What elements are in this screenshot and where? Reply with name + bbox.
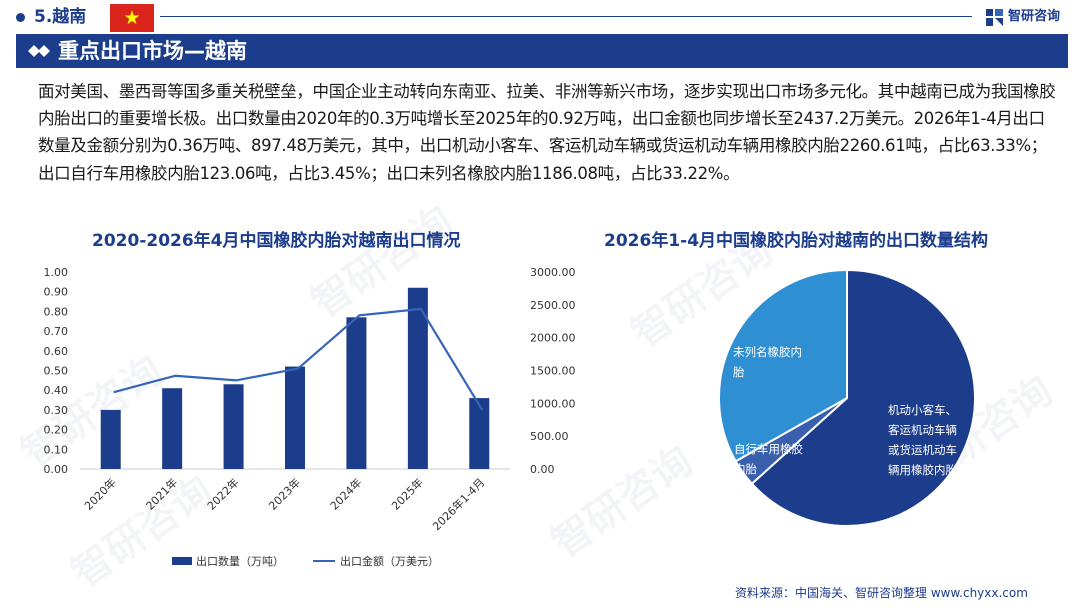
top-bar: 5.越南 ★ 智研咨询 [0,0,1080,34]
x-tick-label: 2023年 [266,475,303,512]
pie-slice-label: 机动小客车、 [888,403,957,417]
double-diamond-icon [28,45,50,57]
pie-slice-label: 胎 [733,365,745,379]
pie-slice-label: 或货运机动车 [888,443,957,457]
y-left-tick-label: 0.10 [44,443,69,456]
x-tick-label: 2026年1-4月 [429,475,487,533]
legend-label: 出口数量（万吨） [196,554,284,568]
bar [469,398,490,469]
y-right-tick-label: 500.00 [530,430,569,443]
legend-label: 出口金额（万美元） [340,554,439,568]
y-left-tick-label: 0.60 [44,345,69,358]
x-tick-label: 2022年 [204,475,241,512]
section-index: 5.越南 [34,7,87,27]
section-header: 重点出口市场—越南 [16,34,1068,68]
y-right-tick-label: 3000.00 [530,266,576,279]
x-tick-label: 2025年 [389,475,426,512]
pie-slice-label: 自行车用橡胶 [734,442,803,456]
y-left-tick-label: 0.90 [44,286,69,299]
x-tick-label: 2021年 [143,475,180,512]
pie-slice-label: 辆用橡胶内胎 [888,463,957,477]
divider [160,16,972,17]
pie-chart: 机动小客车、客运机动车辆或货运机动车辆用橡胶内胎 自行车用橡胶内胎 未列名橡胶内胎 [718,268,976,527]
pie-slice-label: 未列名橡胶内 [733,345,802,359]
bullet-dot [16,13,25,22]
y-left-tick-label: 1.00 [44,266,69,279]
pie-slice [750,268,976,527]
y-left-tick-label: 0.80 [44,305,69,318]
pie-slice-label: 客运机动车辆 [888,423,957,437]
y-left-tick-label: 0.50 [44,365,69,378]
legend-swatch-bar [172,557,192,565]
summary-paragraph: 面对美国、墨西哥等国多重关税壁垒，中国企业主动转向东南亚、拉美、非洲等新兴市场，… [38,82,1056,183]
y-right-tick-label: 0.00 [530,463,555,476]
y-left-tick-label: 0.30 [44,404,69,417]
bar [285,366,305,469]
pie-chart-title: 2026年1-4月中国橡胶内胎对越南的出口数量结构 [604,231,989,251]
brand-name: 智研咨询 [1008,9,1061,24]
y-right-tick-label: 2000.00 [530,332,576,345]
x-tick-label: 2020年 [81,475,118,512]
source-note: 资料来源：中国海关、智研咨询整理 www.chyxx.com [735,586,1028,600]
bar [346,317,367,469]
pie-slice [718,268,848,463]
brand-logo-icon [986,9,1003,26]
y-right-tick-label: 1500.00 [530,365,576,378]
y-left-tick-label: 0.70 [44,325,69,338]
bar [407,287,428,469]
combo-chart-title: 2020-2026年4月中国橡胶内胎对越南出口情况 [92,231,461,251]
combo-chart: 0.00 0.10 0.20 0.30 0.40 0.50 0.60 0.70 0.80 0.90… [44,266,576,568]
x-tick-label: 2024年 [327,475,364,512]
y-right-tick-label: 2500.00 [530,299,576,312]
y-right-tick-label: 1000.00 [530,397,576,410]
bar [162,388,183,469]
vietnam-flag-icon: ★ [110,4,154,32]
bar [223,384,244,469]
y-left-tick-label: 0.20 [44,424,69,437]
y-left-tick-label: 0.00 [44,463,69,476]
section-title: 重点出口市场—越南 [58,39,247,63]
y-left-tick-label: 0.40 [44,384,69,397]
bar [100,409,121,469]
pie-slice-label: 内胎 [734,462,757,476]
